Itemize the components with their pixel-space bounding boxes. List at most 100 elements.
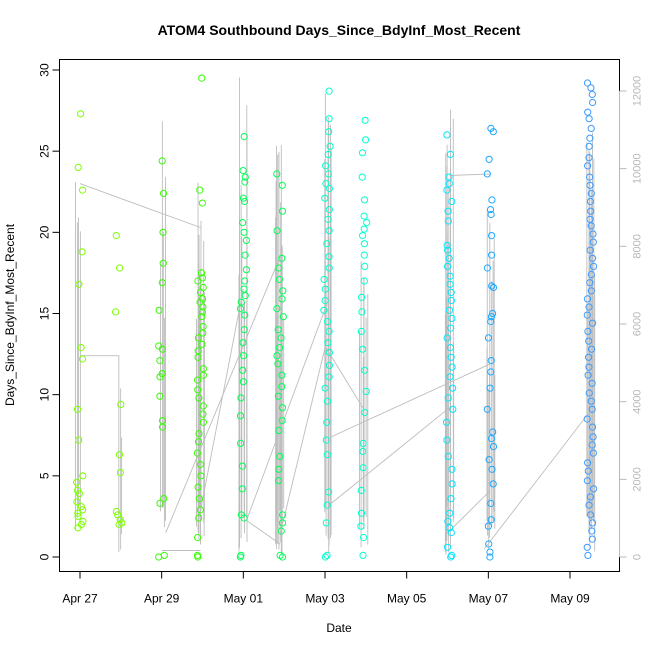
data-point [324,150,332,158]
data-point [488,282,496,290]
data-point [199,402,207,410]
data-point [360,277,368,285]
data-point [79,186,87,194]
index-line-connector [197,289,244,522]
data-point [589,238,597,246]
data-point [489,128,497,136]
data-point [358,173,366,181]
y2-tick-label: 10000 [631,153,643,184]
data-point [241,173,249,181]
data-point [115,451,124,459]
data-point [320,275,328,283]
index-line-connector [246,303,328,519]
data-point [489,283,498,292]
data-point [587,207,595,215]
data-point [78,248,86,256]
data-point [196,506,204,514]
data-point [447,495,455,503]
data-point [279,313,287,321]
data-point [587,287,595,295]
data-point [74,512,82,521]
data-point [159,228,167,236]
data-point [236,553,244,561]
data-point [448,363,456,371]
data-point [358,293,366,301]
data-point [589,254,597,262]
data-point [487,357,495,365]
y-tick-label: 0 [38,553,52,560]
data-point [585,154,593,162]
data-point [73,498,81,506]
data-point [444,207,452,215]
x-tick-label: May 09 [550,592,590,606]
data-point [196,186,204,194]
data-point [447,353,455,361]
data-point [359,345,367,353]
data-point [277,334,285,342]
data-point [448,480,456,488]
data-point [278,519,287,527]
data-point [589,433,597,441]
data-point [323,397,331,405]
data-point [236,412,245,420]
y-tick-label: 10 [38,388,52,402]
data-point [273,170,281,178]
data-point [196,288,205,296]
data-point [486,206,495,214]
data-point [276,344,284,352]
data-point [447,553,455,561]
data-point [199,410,207,418]
data-point [444,262,452,270]
data-point [324,215,332,223]
data-point [587,511,595,519]
data-point [488,196,496,204]
data-point [194,553,202,561]
data-point [239,378,247,386]
index-line-connector [328,407,450,506]
data-point [156,357,164,365]
y2-tick-label: 6000 [631,312,643,336]
y-axis: 0 5 10 15 20 25 30 [38,63,60,560]
index-line-connector [80,355,120,553]
data-point [278,254,286,262]
data-point [275,275,283,283]
data-point [160,495,168,503]
data-point [447,529,455,537]
data-point [156,499,164,507]
data-point [586,181,594,189]
data-point [589,519,597,527]
data-point [325,327,333,335]
data-point [325,488,333,496]
data-point [586,246,594,254]
data-point [360,240,368,248]
data-point [587,189,595,197]
data-point [112,308,120,316]
data-point [360,251,368,259]
data-point [195,394,203,402]
y-tick-label: 25 [38,144,52,158]
data-point [115,520,123,529]
data-point [360,225,368,233]
data-point [278,181,286,189]
data-point [155,553,163,561]
data-point [486,548,494,556]
data-point [445,306,454,314]
index-line-series [75,77,596,555]
data-point [584,327,592,335]
data-point [487,313,496,321]
data-point [325,87,333,95]
data-point [443,131,451,139]
data-point [584,459,592,467]
index-line-connector [324,345,365,410]
data-point [446,280,454,288]
data-point [273,227,281,235]
data-point [321,296,329,305]
data-point [583,477,592,485]
data-point [199,329,207,337]
secondary-y-axis: 0 2000 4000 6000 8000 10000 12000 [619,76,643,560]
data-point [588,527,596,535]
data-point [487,516,495,524]
data-point [360,533,368,542]
y-tick-label: 15 [38,307,52,321]
data-point [199,418,207,426]
